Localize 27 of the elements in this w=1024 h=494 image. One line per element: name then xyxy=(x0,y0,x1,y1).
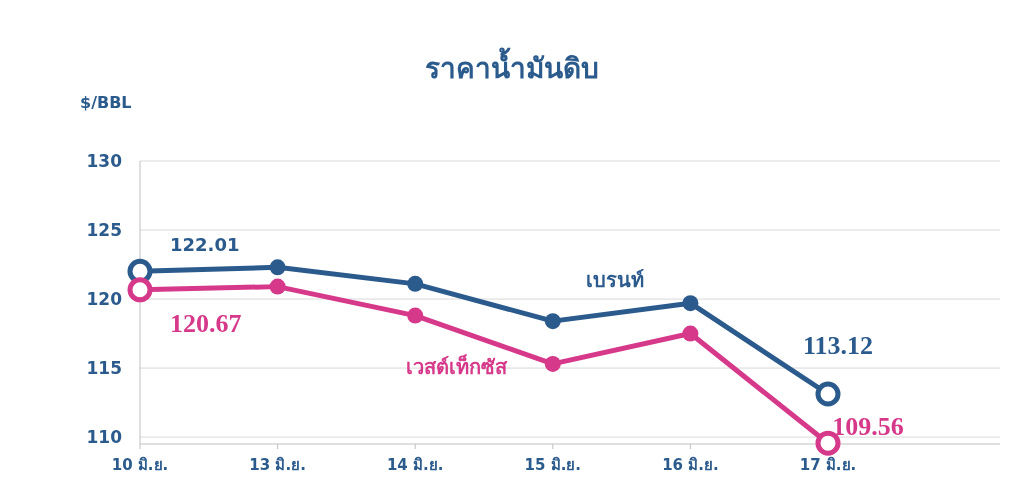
x-tick-label: 10 มิ.ย. xyxy=(111,456,169,474)
y-axis-title: $/BBL xyxy=(80,93,132,112)
x-tick-label: 16 มิ.ย. xyxy=(662,456,719,474)
point xyxy=(269,278,286,295)
point xyxy=(269,259,286,276)
y-tick-label: 125 xyxy=(86,220,122,241)
y-tick-label: 115 xyxy=(86,358,122,379)
data-label: 120.67 xyxy=(170,308,242,338)
point xyxy=(407,307,424,324)
y-tick-label: 130 xyxy=(86,151,123,171)
point xyxy=(682,325,699,342)
y-tick-label: 120 xyxy=(86,289,123,310)
x-tick-label: 14 มิ.ย. xyxy=(386,456,444,474)
y-tick-label: 110 xyxy=(86,427,123,448)
point xyxy=(682,295,699,312)
point xyxy=(544,355,561,372)
data-label: 109.56 xyxy=(832,412,904,442)
data-label: 113.12 xyxy=(802,331,874,361)
point xyxy=(544,313,561,330)
chart-title: ราคาน้ำมันดิบ xyxy=(425,47,599,85)
data-label: 122.01 xyxy=(170,234,240,256)
point xyxy=(407,275,424,292)
series-label: เวสต์เท็กซัส xyxy=(405,354,508,380)
x-tick-label: 13 มิ.ย. xyxy=(249,456,306,474)
series-label: เบรนท์ xyxy=(585,268,644,293)
x-tick-label: 17 มิ.ย. xyxy=(799,456,857,474)
x-tick-label: 15 มิ.ย. xyxy=(524,456,582,474)
